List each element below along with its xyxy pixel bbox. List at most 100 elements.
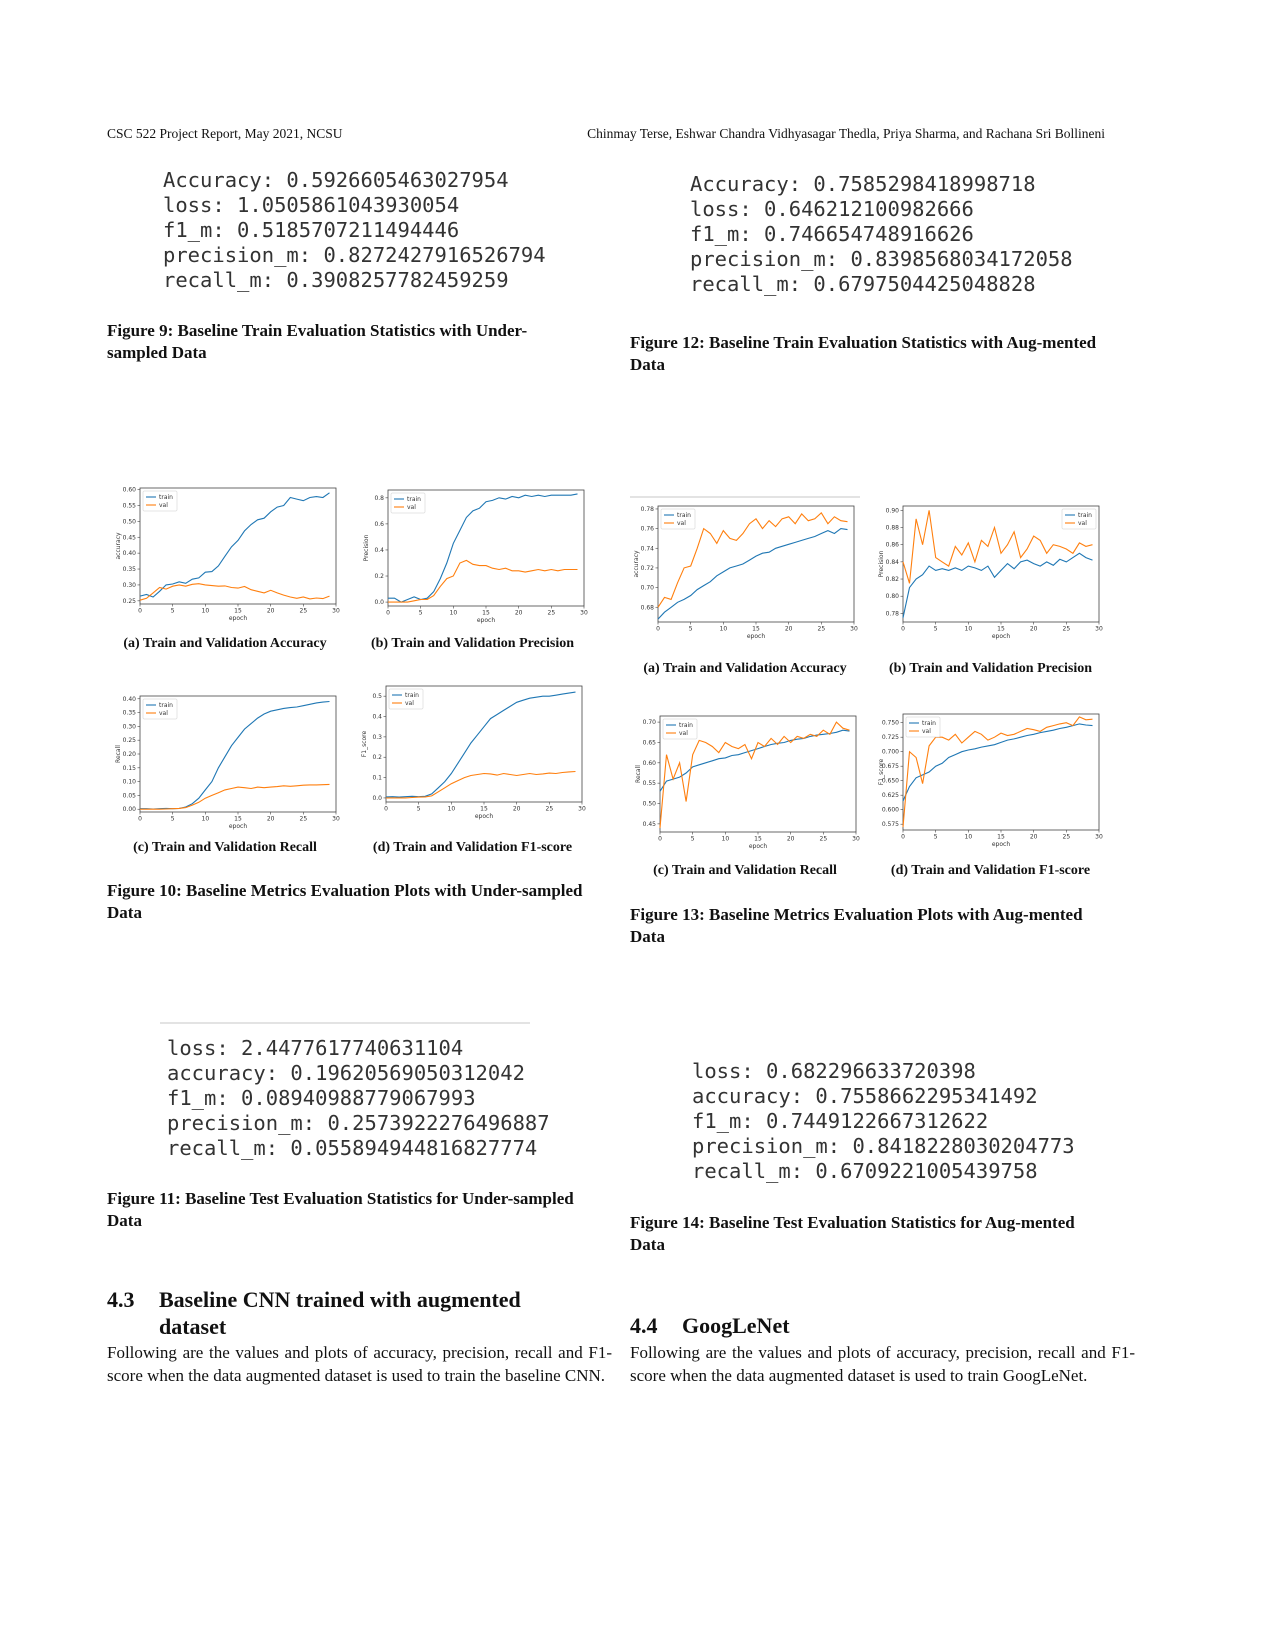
chart-fig10c: 0 5 10 15 20 25 30 0.00 0.05 0.10 0.15 0.20 0.25 0.30… [110,692,340,835]
stat-line: precision_m: 0.8272427916526794 [163,243,546,267]
legend-box [388,688,424,710]
section-4-3-body: Following are the values and plots of ac… [107,1343,612,1385]
y-tick-label: 0.70 [641,585,655,592]
x-tick-label: 30 [852,836,860,843]
y-tick-label: 0.700 [882,749,899,756]
y-tick-label: 0.55 [643,780,657,787]
y-tick-label: 0.84 [886,559,900,566]
series-line-val [386,770,576,799]
section-title: Baseline CNN trained with augmented data… [159,1287,521,1339]
running-header-right: Chinmay Terse, Eshwar Chandra Vidhyasaga… [587,126,1105,141]
section-number: 4.4 [630,1313,658,1338]
x-tick-label: 5 [689,626,693,633]
legend-box [1061,508,1097,530]
y-tick-label: 0.600 [882,807,899,814]
chart-fig13d: 0 5 10 15 20 25 30 0.575 0.600 0.625 0.650 0.675 0.7… [873,710,1103,853]
x-axis-label: epoch [749,843,767,850]
x-tick-label: 30 [578,806,586,813]
x-tick-label: 0 [658,836,662,843]
x-axis-label: epoch [477,617,495,624]
stat-line: precision_m: 0.8418228030204773 [692,1134,1075,1158]
y-tick-label: 0.70 [643,719,657,726]
x-tick-label: 15 [752,626,760,633]
y-tick-label: 0.625 [882,792,899,799]
x-tick-label: 10 [965,834,973,841]
legend-box [660,508,696,530]
x-tick-label: 10 [202,816,210,823]
x-axis-label: epoch [992,841,1010,848]
y-tick-label: 0.30 [123,723,137,730]
x-tick-label: 0 [901,626,905,633]
y-tick-label: 0.25 [123,598,137,605]
y-tick-label: 0.72 [641,565,655,572]
stat-line: f1_m: 0.5185707211494446 [163,218,460,242]
fig10a-svg: 0 5 10 15 20 25 30 0.25 0.30 0.35 0.40 0.45 0.50 0.55… [115,487,340,622]
chart-fig13a: 0 5 10 15 20 25 30 0.68 0.70 0.72 0.74 0.76 0.78 epoc… [628,502,858,645]
y-tick-label: 0.10 [123,779,137,786]
x-tick-label: 10 [720,626,728,633]
series-line-train [139,492,330,598]
chart-fig13b: 0 5 10 15 20 25 30 0.78 0.80 0.82 0.84 0.86 0.88 0.90… [873,502,1103,645]
legend-box [390,492,426,514]
x-tick-label: 0 [138,608,142,615]
y-tick-label: 0.8 [374,495,384,502]
y-tick-label: 0.65 [643,739,657,746]
x-tick-label: 20 [513,806,521,813]
series-line-val [388,559,578,603]
chart-fig10a: 0 5 10 15 20 25 30 0.25 0.30 0.35 0.40 0.45 0.50 0.55… [110,484,340,627]
x-tick-label: 10 [722,836,730,843]
y-axis-label: F1_score [361,730,368,757]
y-axis-label: Precision [363,534,370,561]
legend-box [905,716,941,738]
series-line-val [139,583,330,601]
y-tick-label: 0.55 [123,502,137,509]
y-tick-label: 0.2 [372,754,382,761]
fig12-caption: Figure 12: Baseline Train Evaluation Sta… [630,333,1097,374]
running-header-left: CSC 522 Project Report, May 2021, NCSU [107,126,343,141]
y-tick-label: 0.25 [123,737,137,744]
stat-line: precision_m: 0.2573922276496887 [167,1111,550,1135]
y-tick-label: 0.45 [643,821,657,828]
stat-line: recall_m: 0.3908257782459259 [163,268,509,292]
legend-label: train [922,720,936,727]
y-axis-label: Recall [115,745,122,763]
y-tick-label: 0.725 [882,734,899,741]
y-tick-label: 0.0 [372,795,382,802]
x-tick-label: 25 [818,626,826,633]
x-tick-label: 5 [171,608,175,615]
fig13d-svg: 0 5 10 15 20 25 30 0.575 0.600 0.625 0.650 0.675 0.7… [878,713,1103,848]
x-tick-label: 10 [448,806,456,813]
stat-line: recall_m: 0.6709221005439758 [692,1159,1038,1183]
stat-line: f1_m: 0.7449122667312622 [692,1109,989,1133]
y-tick-label: 0.90 [886,507,900,514]
y-tick-label: 0.50 [123,518,137,525]
y-axis-label: accuracy [115,532,122,560]
x-tick-label: 5 [934,834,938,841]
fig13b-svg: 0 5 10 15 20 25 30 0.78 0.80 0.82 0.84 0.86 0.88 0.90… [878,505,1103,640]
legend-label: train [159,702,173,709]
series-line-val [140,783,330,810]
legend-box [142,490,178,512]
series-line-val [902,716,1093,828]
fig13c-subcaption: (c) Train and Validation Recall [653,863,837,878]
section-title: GoogLeNet [682,1313,790,1338]
fig13c-svg: 0 5 10 15 20 25 30 0.45 0.50 0.55 0.60 0.65 0.70 epoc… [635,715,860,850]
stat-line: accuracy: 0.7558662295341492 [692,1084,1038,1108]
x-tick-label: 10 [202,608,210,615]
x-tick-label: 5 [171,816,175,823]
y-tick-label: 0.40 [123,696,137,703]
fig10d-svg: 0 5 10 15 20 25 30 0.0 0.1 0.2 0.3 0.4 0.5 epoch F1_sc… [361,685,586,820]
stat-line: f1_m: 0.08940988779067993 [167,1086,476,1110]
x-axis-label: epoch [992,633,1010,640]
series-line-train [657,528,848,620]
y-tick-label: 0.82 [886,576,900,583]
y-tick-label: 0.50 [643,801,657,808]
y-tick-label: 0.60 [643,760,657,767]
stat-line: Accuracy: 0.5926605463027954 [163,168,509,192]
y-tick-label: 0.78 [641,506,655,513]
y-tick-label: 0.575 [882,821,899,828]
x-tick-label: 15 [997,626,1005,633]
chart-fig10d: 0 5 10 15 20 25 30 0.0 0.1 0.2 0.3 0.4 0.5 epoch F1_sc… [356,682,586,825]
chart-fig10b: 0 5 10 15 20 25 30 0.0 0.2 0.4 0.6 0.8 epoch Precisio… [358,486,588,629]
x-tick-label: 0 [384,806,388,813]
